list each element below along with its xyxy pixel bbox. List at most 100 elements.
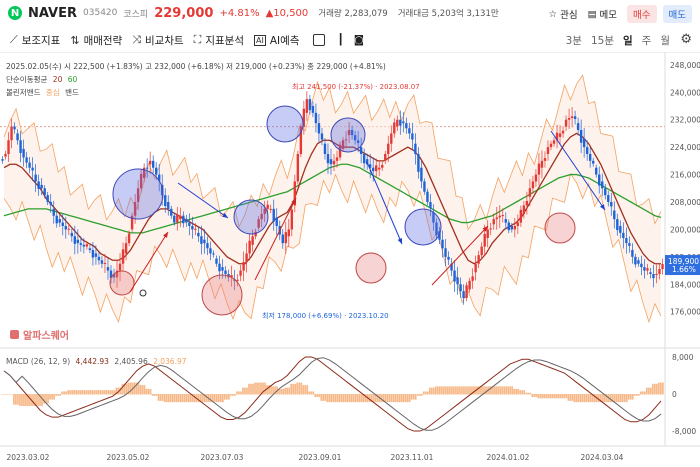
macd-histogram-bar (171, 394, 174, 403)
macd-histogram-bar (481, 386, 483, 395)
macd-histogram-bar (306, 385, 309, 395)
candle-body (528, 188, 532, 197)
macd-histogram-bar (561, 394, 564, 399)
candle-body (640, 263, 643, 268)
candle-body (112, 274, 116, 278)
macd-histogram-bar (314, 394, 317, 398)
macd-histogram-bar (521, 390, 524, 395)
settings-gear-icon[interactable]: ⚙ (680, 32, 692, 47)
trend-arrow-line (366, 161, 403, 245)
candle-body (73, 236, 77, 244)
buy-button[interactable]: 매수 (627, 5, 657, 23)
macd-histogram-bar (647, 387, 650, 395)
watch-button[interactable]: 관심 (560, 10, 578, 21)
macd-histogram-bar (372, 394, 375, 403)
candle-body (179, 215, 182, 220)
macd-histogram-bar (324, 394, 327, 401)
candle-body (185, 219, 188, 223)
macd-histogram-bar (304, 385, 307, 395)
macd-histogram-bar (91, 390, 94, 395)
square-icon[interactable] (313, 34, 326, 46)
macd-histogram-bar (43, 394, 45, 404)
macd-histogram-bar (641, 391, 644, 395)
macd-histogram-bar (163, 394, 166, 403)
sell-button[interactable]: 매도 (662, 5, 692, 23)
trend-arrow-head (599, 204, 605, 210)
blue-highlight-circle (233, 199, 269, 235)
macd-histogram-bar (203, 394, 206, 403)
macd-histogram-bar (33, 394, 35, 406)
compare-button[interactable]: ⤨ 비교차트 (132, 33, 184, 47)
macd-histogram-bar (45, 394, 47, 404)
macd-histogram-bar (149, 388, 152, 395)
macd-histogram-bar (366, 394, 369, 403)
stock-name[interactable]: NAVER (28, 5, 78, 21)
macd-histogram-bar (513, 388, 516, 395)
candle-icon[interactable]: ┃ (337, 34, 344, 46)
indicator-button[interactable]: ⟋ 보조지표 (10, 33, 61, 47)
star-icon[interactable]: ☆ (548, 8, 558, 20)
candle-body (468, 280, 471, 290)
timeframe-month[interactable]: 월 (660, 35, 670, 47)
macd-histogram-bar (260, 382, 262, 395)
macd-axis-label: -8,000 (672, 427, 696, 436)
candle-body (293, 181, 297, 206)
macd-histogram-bar (533, 394, 536, 398)
candle-body (483, 233, 486, 247)
date-axis-label: 2023.05.02 (107, 453, 150, 462)
macd-signal-line (3, 357, 662, 431)
macd-histogram-bar (47, 394, 49, 404)
timeframe-week[interactable]: 주 (641, 35, 652, 47)
macd-histogram-bar (197, 394, 200, 403)
candle-body (308, 99, 312, 111)
camera-icon[interactable]: ◙ (353, 34, 364, 46)
timeframe-day[interactable]: 일 (622, 35, 633, 47)
macd-histogram-bar (348, 394, 351, 403)
macd-histogram-bar (103, 390, 106, 395)
macd-histogram-bar (121, 383, 124, 395)
timeframe-15min[interactable]: 15분 (590, 35, 614, 47)
macd-histogram-bar (362, 394, 365, 403)
macd-histogram-bar (639, 391, 642, 395)
macd-histogram-bar (139, 385, 142, 395)
macd-histogram-bar (637, 394, 640, 396)
macd-histogram-bar (330, 394, 333, 403)
macd-histogram-bar (254, 382, 256, 395)
ai-predict-button[interactable]: AI AI예측 (254, 34, 300, 47)
macd-histogram-bar (402, 394, 405, 403)
macd-histogram-bar (187, 394, 190, 403)
candle-body (537, 163, 541, 175)
macd-histogram-bar (340, 394, 343, 403)
candle-body (637, 260, 640, 264)
candle-body (118, 263, 122, 271)
candle-body (396, 119, 399, 127)
macd-histogram-bar (613, 394, 616, 403)
candle-body (570, 116, 574, 118)
candle-body (67, 228, 70, 230)
candle-body (97, 256, 101, 261)
candle-body (1, 159, 4, 161)
candle-body (350, 130, 354, 136)
macd-histogram-bar (535, 394, 538, 398)
macd-histogram-bar (465, 386, 467, 395)
memo-button[interactable]: 메모 (599, 10, 618, 21)
macd-histogram-bar (161, 394, 164, 401)
macd-histogram-bar (611, 394, 614, 403)
macd-histogram-bar (7, 394, 9, 395)
memo-icon[interactable]: ▤ (587, 8, 597, 20)
macd-histogram-bar (547, 394, 550, 399)
macd-histogram-bar (51, 394, 53, 400)
candle-body (616, 219, 619, 231)
candle-body (622, 232, 625, 238)
high-annotation: 최고 241,500 (-21.37%) · 2023.08.07 (292, 82, 420, 91)
macd-histogram-bar (412, 394, 415, 400)
macd-histogram-bar (386, 394, 389, 403)
macd-histogram-bar (226, 394, 228, 400)
timeframe-3min[interactable]: 3분 (565, 35, 582, 47)
analysis-button[interactable]: ⛶ 지표분석 (193, 33, 244, 47)
candle-body (236, 279, 239, 281)
strategy-button[interactable]: ⇅ 매매전략 (70, 33, 123, 47)
candle-body (543, 158, 547, 161)
price-axis-label: 184,000 (670, 280, 700, 289)
macd-histogram-bar (101, 390, 104, 395)
